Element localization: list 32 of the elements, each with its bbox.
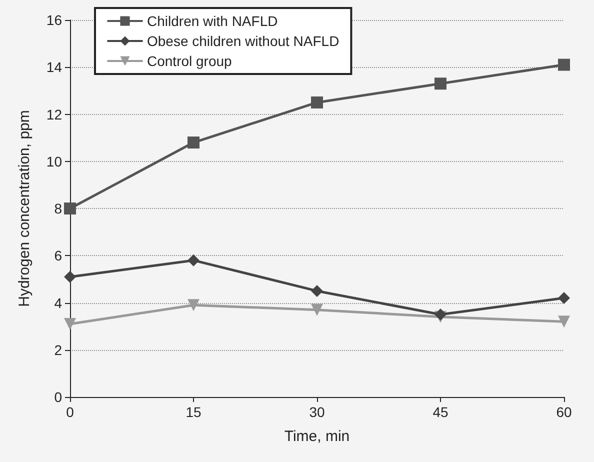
- y-tick-label: 2: [54, 342, 62, 358]
- point: [64, 318, 76, 330]
- x-tick-label: 60: [556, 404, 572, 420]
- point: [188, 254, 200, 266]
- point: [434, 78, 446, 90]
- y-tick-label: 6: [54, 248, 62, 264]
- point: [558, 316, 570, 328]
- x-tick-label: 0: [66, 404, 74, 420]
- y-tick-label: 10: [46, 153, 62, 170]
- legend-label: Children with NAFLD: [147, 13, 278, 29]
- point: [558, 292, 570, 304]
- legend-label: Obese children without NAFLD: [147, 33, 340, 49]
- point: [188, 299, 200, 312]
- point: [558, 58, 570, 71]
- point: [311, 304, 323, 316]
- x-tick-label: 30: [309, 404, 325, 420]
- x-axis-title: Time, min: [284, 428, 350, 445]
- y-tick-label: 0: [54, 389, 62, 405]
- y-tick-label: 4: [54, 294, 62, 311]
- point: [64, 202, 76, 214]
- point: [64, 270, 76, 283]
- y-tick-label: 8: [54, 200, 62, 216]
- x-tick-label: 15: [186, 404, 202, 420]
- y-tick-label: 14: [46, 59, 62, 76]
- legend-label: Control group: [147, 53, 232, 69]
- y-tick-label: 12: [46, 106, 62, 122]
- y-axis-title: Hydrogen concentration, ppm: [16, 110, 33, 307]
- point: [311, 284, 323, 297]
- point: [311, 96, 323, 108]
- point: [188, 136, 200, 149]
- y-tick-label: 16: [46, 12, 62, 28]
- x-tick-label: 45: [432, 404, 448, 420]
